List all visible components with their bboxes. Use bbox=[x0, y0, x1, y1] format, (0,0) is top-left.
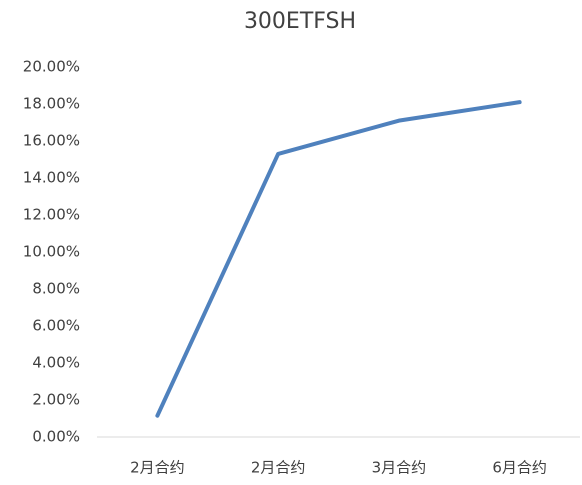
y-tick-label: 14.00% bbox=[23, 169, 80, 187]
y-tick-label: 16.00% bbox=[23, 132, 80, 150]
x-tick-label: 2月合约 bbox=[251, 459, 306, 477]
y-tick-label: 12.00% bbox=[23, 206, 80, 224]
x-tick-label: 3月合约 bbox=[372, 459, 427, 477]
y-tick-label: 2.00% bbox=[32, 391, 80, 409]
y-tick-label: 18.00% bbox=[23, 95, 80, 113]
x-tick-label: 2月合约 bbox=[130, 459, 185, 477]
y-tick-label: 8.00% bbox=[32, 280, 80, 298]
y-tick-label: 0.00% bbox=[32, 428, 80, 446]
y-tick-label: 10.00% bbox=[23, 243, 80, 261]
y-tick-label: 20.00% bbox=[23, 58, 80, 76]
y-tick-label: 6.00% bbox=[32, 317, 80, 335]
chart-title: 300ETFSH bbox=[244, 9, 356, 34]
line-series bbox=[155, 100, 522, 418]
y-tick-label: 4.00% bbox=[32, 354, 80, 372]
x-tick-label: 6月合约 bbox=[492, 459, 547, 477]
